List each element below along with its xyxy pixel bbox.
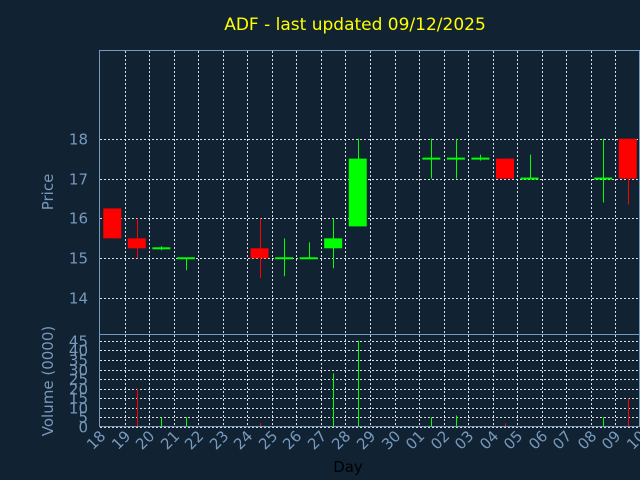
candle-body (152, 247, 171, 250)
candle-body (446, 157, 465, 160)
volume-tick-label: 30 (69, 362, 88, 380)
price-tick-label: 16 (69, 210, 88, 228)
candle-body (348, 158, 367, 227)
price-tick-label: 15 (69, 250, 88, 268)
candle-body (250, 248, 269, 259)
price-tick-label: 14 (69, 290, 88, 308)
volume-tick-label: 25 (69, 371, 88, 389)
candle-body (471, 157, 490, 160)
candle-body (618, 138, 637, 179)
volume-tick-label: 20 (69, 381, 88, 399)
candle-body (496, 158, 514, 179)
price-candles (103, 138, 637, 279)
price-tick-label: 17 (69, 171, 88, 189)
x-axis-label: Day (333, 458, 363, 476)
price-tick-label: 18 (69, 131, 88, 149)
volume-axis-label: Volume (0000) (39, 326, 57, 436)
candle-body (324, 238, 343, 249)
chart-title: ADF - last updated 09/12/2025 (224, 15, 486, 35)
candle-body (176, 257, 195, 260)
volume-tick-label: 0 (78, 419, 88, 437)
volume-grid (100, 335, 640, 428)
candle-body (127, 238, 146, 249)
candle-body (103, 208, 122, 239)
candle-body (422, 157, 441, 160)
volume-tick-label: 45 (69, 333, 88, 351)
candle-body (299, 257, 318, 260)
volume-tick-label: 15 (69, 390, 88, 408)
volume-tick-label: 35 (69, 352, 88, 370)
volume-tick-label: 40 (69, 342, 88, 360)
price-axis-ticks: 14 15 16 17 18 (69, 131, 88, 308)
candle-body (520, 177, 539, 180)
volume-tick-label: 5 (78, 409, 88, 427)
volume-tick-label: 10 (69, 400, 88, 418)
price-axis-label: Price (39, 174, 57, 211)
candle-body (275, 257, 294, 260)
candle-body (594, 177, 613, 180)
price-grid (100, 51, 640, 334)
